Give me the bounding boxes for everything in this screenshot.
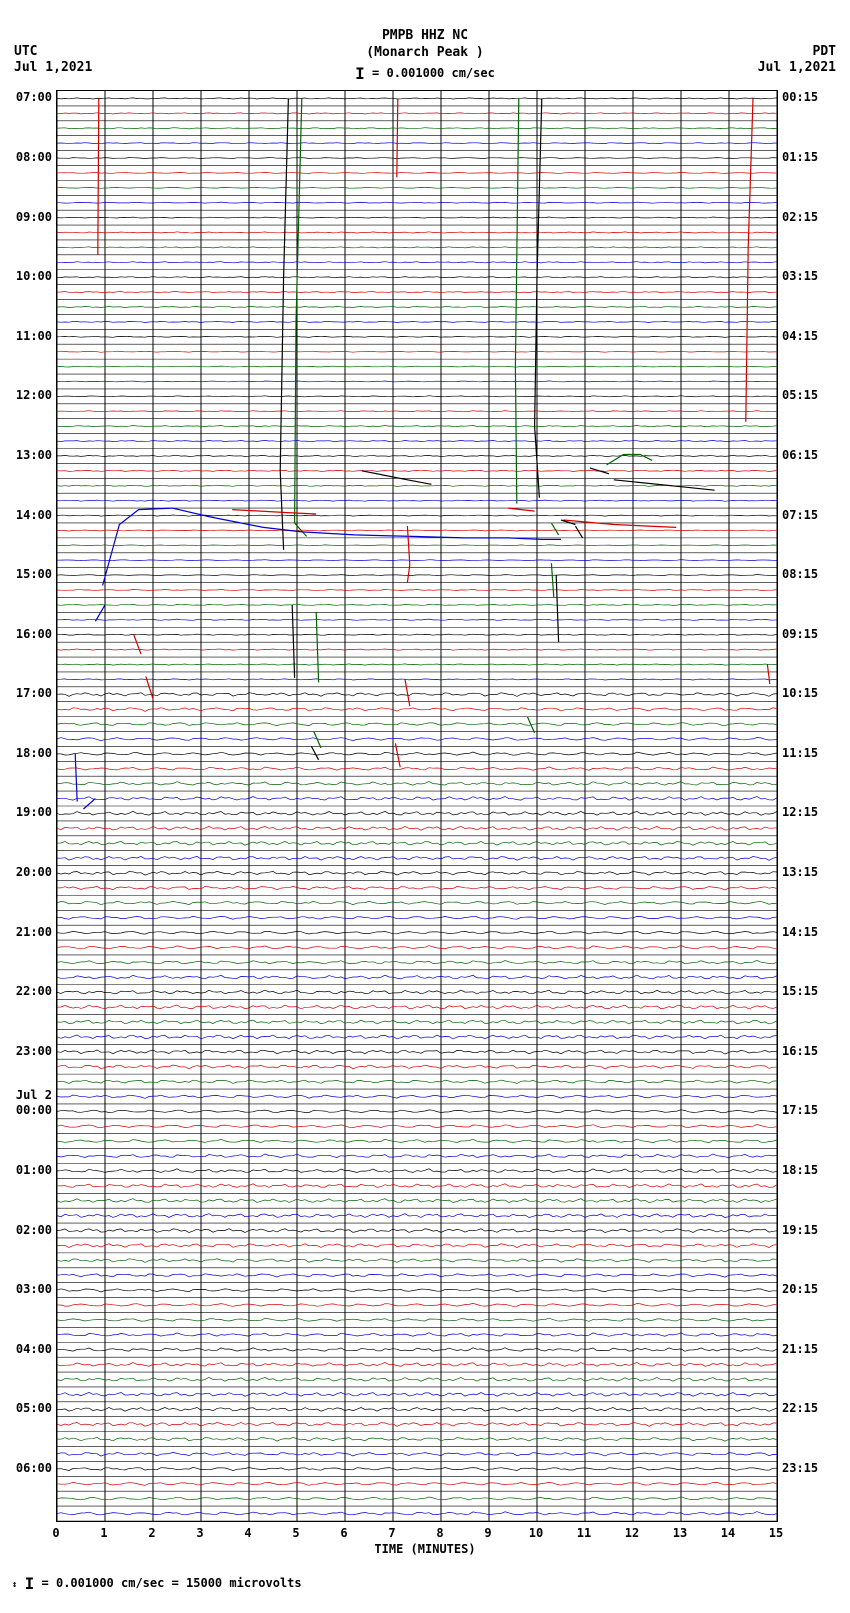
scale-text: = 0.001000 cm/sec <box>372 66 495 80</box>
scale-indicator: I = 0.001000 cm/sec <box>0 64 850 83</box>
right-time-label: 19:15 <box>782 1223 818 1237</box>
tz-left-label: UTC <box>14 44 37 59</box>
x-tick-label: 3 <box>196 1526 203 1540</box>
right-time-label: 21:15 <box>782 1342 818 1356</box>
plot-area <box>56 90 778 1522</box>
left-time-label: 04:00 <box>6 1342 52 1356</box>
scale-bar-icon: I <box>25 1574 35 1593</box>
left-time-label: 21:00 <box>6 925 52 939</box>
right-time-label: 07:15 <box>782 508 818 522</box>
x-tick-label: 4 <box>244 1526 251 1540</box>
right-time-label: 10:15 <box>782 686 818 700</box>
jul2-label: Jul 2 <box>6 1088 52 1102</box>
footer-scale: ↕ I = 0.001000 cm/sec = 15000 microvolts <box>12 1574 302 1593</box>
x-axis-title: TIME (MINUTES) <box>374 1542 475 1556</box>
x-tick-label: 5 <box>292 1526 299 1540</box>
x-tick-label: 12 <box>625 1526 639 1540</box>
left-time-label: 23:00 <box>6 1044 52 1058</box>
right-time-label: 02:15 <box>782 210 818 224</box>
right-time-label: 03:15 <box>782 269 818 283</box>
footer-text: = 0.001000 cm/sec = 15000 microvolts <box>42 1576 302 1590</box>
x-tick-label: 0 <box>52 1526 59 1540</box>
left-time-label: 16:00 <box>6 627 52 641</box>
left-time-label: 06:00 <box>6 1461 52 1475</box>
left-time-label: 02:00 <box>6 1223 52 1237</box>
left-time-label: 13:00 <box>6 448 52 462</box>
tz-right-label: PDT <box>813 44 836 59</box>
title-line-1: PMPB HHZ NC <box>0 28 850 45</box>
left-time-label: 18:00 <box>6 746 52 760</box>
left-time-label: 22:00 <box>6 984 52 998</box>
left-time-label: 17:00 <box>6 686 52 700</box>
title-line-2: (Monarch Peak ) <box>0 45 850 62</box>
x-tick-label: 2 <box>148 1526 155 1540</box>
right-time-label: 11:15 <box>782 746 818 760</box>
x-tick-label: 10 <box>529 1526 543 1540</box>
left-time-label: 12:00 <box>6 388 52 402</box>
left-time-label: 07:00 <box>6 90 52 104</box>
x-tick-label: 9 <box>484 1526 491 1540</box>
seismogram-container: PMPB HHZ NC (Monarch Peak ) I = 0.001000… <box>0 0 850 1613</box>
plot-svg <box>57 91 777 1521</box>
right-time-label: 08:15 <box>782 567 818 581</box>
right-time-label: 16:15 <box>782 1044 818 1058</box>
date-right-label: Jul 1,2021 <box>758 60 836 75</box>
left-time-label: 08:00 <box>6 150 52 164</box>
left-time-label: 00:00 <box>6 1103 52 1117</box>
right-time-label: 06:15 <box>782 448 818 462</box>
x-tick-label: 11 <box>577 1526 591 1540</box>
right-time-label: 09:15 <box>782 627 818 641</box>
date-left-label: Jul 1,2021 <box>14 60 92 75</box>
x-tick-label: 7 <box>388 1526 395 1540</box>
left-time-label: 19:00 <box>6 805 52 819</box>
right-time-label: 12:15 <box>782 805 818 819</box>
right-time-label: 05:15 <box>782 388 818 402</box>
right-time-label: 22:15 <box>782 1401 818 1415</box>
left-time-label: 05:00 <box>6 1401 52 1415</box>
x-tick-label: 15 <box>769 1526 783 1540</box>
left-time-label: 11:00 <box>6 329 52 343</box>
left-time-label: 15:00 <box>6 567 52 581</box>
scale-bar-icon: I <box>355 64 365 83</box>
x-tick-label: 14 <box>721 1526 735 1540</box>
x-tick-label: 13 <box>673 1526 687 1540</box>
right-time-label: 13:15 <box>782 865 818 879</box>
right-time-label: 01:15 <box>782 150 818 164</box>
right-time-label: 04:15 <box>782 329 818 343</box>
title-block: PMPB HHZ NC (Monarch Peak ) <box>0 28 850 62</box>
x-tick-label: 8 <box>436 1526 443 1540</box>
left-time-label: 03:00 <box>6 1282 52 1296</box>
x-tick-label: 6 <box>340 1526 347 1540</box>
right-time-label: 23:15 <box>782 1461 818 1475</box>
left-time-label: 14:00 <box>6 508 52 522</box>
right-time-label: 17:15 <box>782 1103 818 1117</box>
left-time-label: 09:00 <box>6 210 52 224</box>
right-time-label: 14:15 <box>782 925 818 939</box>
left-time-label: 20:00 <box>6 865 52 879</box>
right-time-label: 15:15 <box>782 984 818 998</box>
left-time-label: 10:00 <box>6 269 52 283</box>
right-time-label: 18:15 <box>782 1163 818 1177</box>
left-time-label: 01:00 <box>6 1163 52 1177</box>
x-tick-label: 1 <box>100 1526 107 1540</box>
right-time-label: 00:15 <box>782 90 818 104</box>
right-time-label: 20:15 <box>782 1282 818 1296</box>
